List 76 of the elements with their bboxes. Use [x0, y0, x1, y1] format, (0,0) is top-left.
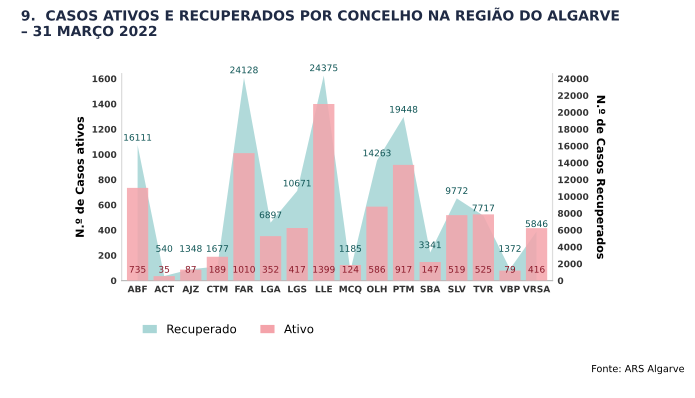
y2-tick-label: 10000 — [558, 193, 588, 200]
x-tick-label: FAR — [235, 286, 254, 292]
y2-tick-label: 4000 — [558, 244, 582, 250]
data-label: 87 — [186, 266, 196, 273]
y-tick-label: 1200 — [92, 126, 116, 133]
data-label: 1010 — [233, 266, 255, 273]
x-tick-label: LGA — [261, 286, 281, 292]
data-label: 124 — [342, 266, 358, 273]
data-label: 6897 — [260, 211, 282, 218]
data-label: 147 — [422, 266, 438, 273]
chart-title: 9. CASOS ATIVOS E RECUPERADOS POR CONCELHO NA REGIÃO DO ALGARVE – 31 MARÇO 2022 — [22, 8, 619, 39]
y2-tick-label: 14000 — [558, 160, 588, 166]
data-label: 3341 — [419, 241, 441, 248]
data-label: 7717 — [472, 204, 494, 212]
legend-label: Ativo — [284, 324, 314, 334]
y-tick-label: 800 — [98, 176, 116, 184]
y2-tick-label: 24000 — [558, 75, 588, 82]
data-label: 24375 — [310, 64, 338, 72]
data-label: 540 — [156, 245, 172, 252]
data-label: 79 — [504, 266, 516, 273]
data-label: 10671 — [284, 180, 311, 187]
data-label: 14263 — [364, 149, 391, 156]
data-label: 586 — [369, 266, 386, 273]
legend-label: Recuperado — [167, 324, 236, 336]
y2-tick-label: 16000 — [558, 142, 588, 150]
x-tick-label: LLE — [316, 286, 332, 292]
y-tick-label: 1600 — [92, 75, 116, 82]
y2-tick-label: 18000 — [558, 126, 588, 133]
data-label: 416 — [528, 266, 545, 273]
y-tick-label: 1000 — [92, 151, 116, 158]
y2-tick-label: 20000 — [558, 109, 588, 116]
y-axis-title: N.º de Casos ativos — [75, 116, 84, 237]
x-tick-label: PTM — [394, 286, 414, 292]
y2-tick-label: 6000 — [558, 226, 582, 234]
x-tick-label: SBA — [420, 286, 440, 292]
x-tick-label: MCQ — [340, 286, 362, 294]
x-tick-label: ACT — [154, 286, 174, 292]
y-tick-label: 0 — [110, 277, 116, 284]
data-label: 1185 — [340, 245, 362, 252]
data-label: 917 — [396, 266, 412, 273]
y2-tick-label: 12000 — [558, 176, 588, 184]
y2-axis-title: N.º de Casos Recuperados — [594, 96, 606, 259]
data-label: 417 — [289, 266, 306, 273]
y2-tick-label: 2000 — [558, 260, 582, 268]
x-tick-label: CTM — [206, 286, 228, 292]
data-label: 189 — [210, 266, 226, 273]
data-label: 525 — [475, 266, 492, 273]
source-note: Fonte: ARS Algarve — [592, 364, 684, 374]
x-tick-label: OLH — [366, 286, 387, 292]
data-label: 1677 — [206, 245, 228, 252]
y2-tick-label: 0 — [558, 277, 564, 284]
y-tick-label: 1400 — [92, 100, 116, 108]
data-label: 1348 — [180, 245, 202, 252]
y-tick-label: 600 — [98, 202, 116, 208]
data-label: 24128 — [230, 66, 258, 74]
data-label: 352 — [262, 266, 278, 273]
y-tick-label: 400 — [98, 226, 116, 234]
data-label: 9772 — [446, 187, 468, 194]
data-label: 35 — [159, 266, 170, 273]
data-label: 1372 — [499, 245, 521, 252]
x-tick-label: VBP — [500, 286, 520, 292]
y2-tick-label: 8000 — [558, 210, 582, 217]
data-label: 5846 — [526, 220, 548, 228]
x-tick-label: SLV — [448, 286, 466, 292]
data-label: 519 — [448, 266, 465, 273]
x-tick-label: AJZ — [182, 286, 199, 294]
y-tick-label: 200 — [98, 252, 116, 259]
x-tick-label: LGS — [288, 286, 306, 292]
data-label: 1399 — [313, 266, 335, 273]
y2-tick-label: 22000 — [558, 92, 588, 100]
data-label: 19448 — [390, 106, 418, 113]
data-label: 16111 — [124, 134, 152, 141]
x-tick-label: TVR — [473, 286, 494, 292]
x-tick-label: ABF — [128, 286, 147, 292]
data-label: 735 — [130, 266, 146, 273]
x-tick-label: VRSA — [522, 286, 550, 292]
